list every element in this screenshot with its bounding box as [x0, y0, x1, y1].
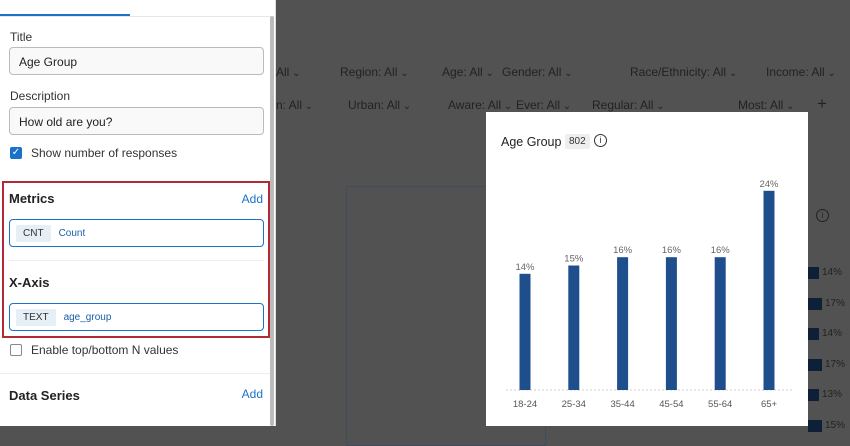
filter-dropdown[interactable]: Gender: All [502, 65, 573, 79]
data-series-heading: Data Series [9, 388, 80, 403]
bar-35-44[interactable] [617, 257, 629, 390]
background-bar-label: 15% [825, 419, 846, 431]
x-tick-label: 25-34 [562, 399, 586, 410]
chart-title: Age Group [501, 135, 562, 149]
info-icon: i [816, 209, 829, 222]
filter-dropdown[interactable]: Age: All [442, 65, 494, 79]
filter-dropdown[interactable]: Aware: All [448, 98, 512, 112]
bar-18-24[interactable] [519, 273, 531, 390]
show-responses-label: Show number of responses [31, 146, 178, 160]
show-responses-checkbox[interactable]: ✓ [10, 147, 22, 159]
sidebar-scrollbar[interactable] [270, 16, 274, 426]
background-bar-label: 14% [822, 328, 843, 339]
metric-pill[interactable]: CNT Count [9, 219, 264, 247]
filter-dropdown[interactable]: Income: All [766, 65, 836, 79]
background-bar [808, 389, 819, 401]
data-label: 14% [515, 262, 535, 273]
xaxis-value: age_group [63, 311, 112, 323]
filter-dropdown[interactable]: n: All [276, 98, 313, 112]
metric-tag: CNT [16, 224, 51, 242]
background-bar-label: 17% [825, 297, 846, 309]
add-data-series-button[interactable]: Add [241, 387, 263, 401]
metrics-heading: Metrics [9, 191, 55, 206]
add-metric-button[interactable]: Add [241, 192, 263, 206]
xaxis-heading: X-Axis [9, 275, 50, 290]
bar-chart: 14% 18-24 15% 25-34 16% 35-44 16% 45-54 16% 55-64… [506, 179, 794, 410]
background-bar [808, 328, 819, 340]
bar-65+[interactable] [763, 190, 775, 390]
data-label: 16% [711, 245, 731, 256]
topn-label: Enable top/bottom N values [31, 343, 179, 357]
x-tick-label: 45-54 [659, 399, 683, 410]
x-tick-label: 18-24 [513, 399, 537, 410]
title-input[interactable]: Age Group [9, 47, 264, 75]
filter-dropdown[interactable]: All [276, 65, 301, 79]
metric-value: Count [58, 227, 86, 239]
background-bar [808, 267, 819, 279]
topn-checkbox[interactable] [10, 344, 22, 356]
background-bar [808, 297, 822, 310]
xaxis-pill[interactable]: TEXT age_group [9, 303, 264, 331]
x-tick-label: 65+ [761, 399, 778, 410]
background-bar [808, 358, 822, 371]
filter-dropdown[interactable]: Regular: All [592, 98, 665, 112]
filter-dropdown[interactable]: Urban: All [348, 98, 411, 112]
xaxis-tag: TEXT [16, 308, 56, 326]
data-label: 16% [662, 245, 682, 256]
add-filter-button[interactable]: + [817, 94, 827, 113]
bar-55-64[interactable] [714, 257, 726, 390]
active-tab-indicator [0, 14, 130, 16]
widget-editor-sidebar: Title Age Group Description How old are … [0, 0, 276, 426]
x-tick-label: 55-64 [708, 399, 732, 410]
response-count-badge: 802 [565, 134, 590, 149]
filter-dropdown[interactable]: Region: All [340, 65, 409, 79]
filter-dropdown[interactable]: Ever: All [516, 98, 571, 112]
data-label: 16% [613, 245, 633, 256]
bar-25-34[interactable] [568, 265, 580, 391]
description-label: Description [10, 89, 71, 103]
data-label: 15% [564, 254, 584, 265]
filter-dropdown[interactable]: Race/Ethnicity: All [630, 65, 737, 79]
info-icon[interactable]: i [594, 134, 607, 147]
bar-45-54[interactable] [665, 257, 677, 390]
x-tick-label: 35-44 [610, 399, 634, 410]
highlight-box [2, 181, 270, 338]
data-label: 24% [759, 179, 779, 190]
title-label: Title [10, 30, 33, 44]
description-input[interactable]: How old are you? [9, 107, 264, 135]
filter-dropdown[interactable]: Most: All [738, 98, 795, 112]
background-bar-label: 13% [822, 389, 843, 400]
background-bar-label: 17% [825, 358, 846, 370]
background-bar-label: 14% [822, 267, 843, 278]
chart-widget-preview: Age Group 802 i 14% 18-24 15% 25-34 16% 35-44… [486, 112, 808, 426]
